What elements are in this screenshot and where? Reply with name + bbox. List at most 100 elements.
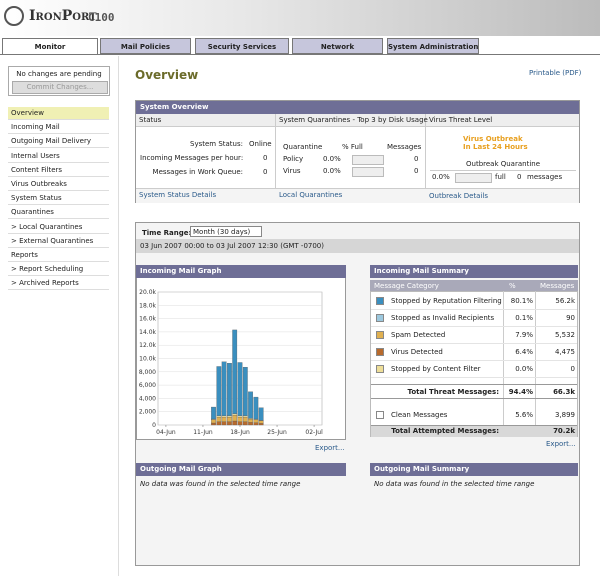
y-tick-label: 12.0k bbox=[139, 342, 156, 349]
nav-item[interactable]: > Report Scheduling bbox=[8, 263, 109, 277]
nav-item[interactable]: Reports bbox=[8, 249, 109, 262]
swatch bbox=[376, 365, 384, 373]
quarantine-name: Virus bbox=[283, 167, 301, 175]
x-tick-label: 02-Jul bbox=[305, 429, 323, 436]
panel-header: Outgoing Mail Graph bbox=[136, 463, 346, 476]
nav-item[interactable]: System Status bbox=[8, 192, 109, 206]
subheader-bg bbox=[136, 114, 579, 127]
messages: 90 bbox=[566, 314, 575, 322]
quarantine-count: 0 bbox=[414, 167, 419, 175]
bar-segment bbox=[216, 366, 222, 416]
percent: 6.4% bbox=[515, 348, 533, 356]
time-range-label: Time Range: bbox=[142, 229, 192, 237]
bar-segment bbox=[227, 416, 232, 422]
commit-button[interactable]: Commit Changes... bbox=[12, 81, 108, 94]
col-divider bbox=[535, 291, 536, 437]
y-tick-label: 4,000 bbox=[139, 395, 156, 402]
table-bg bbox=[370, 291, 578, 437]
column-header: % bbox=[509, 282, 516, 290]
tab[interactable]: Monitor bbox=[2, 38, 98, 54]
quarantine-count: 0 bbox=[414, 155, 419, 163]
quarantine-col: Messages bbox=[387, 143, 422, 151]
row-rule bbox=[371, 326, 577, 327]
nav-item[interactable]: Outgoing Mail Delivery bbox=[8, 135, 109, 149]
x-tick-label: 04-Jun bbox=[156, 429, 176, 436]
status-label: Messages in Work Queue: bbox=[152, 168, 243, 176]
bar-segment bbox=[253, 419, 259, 423]
nav-item[interactable]: Content Filters bbox=[8, 164, 109, 177]
swatch bbox=[376, 297, 384, 305]
nav-item[interactable]: > Local Quarantines bbox=[8, 221, 109, 234]
subheader: System Quarantines - Top 3 by Disk Usage bbox=[279, 116, 428, 124]
outbreak-rule bbox=[430, 170, 576, 171]
y-tick-label: 2,000 bbox=[139, 409, 156, 416]
panel-header: Outgoing Mail Summary bbox=[370, 463, 578, 476]
bar-segment bbox=[221, 415, 227, 418]
bar-segment bbox=[237, 415, 243, 418]
progress-bar bbox=[352, 155, 384, 165]
messages: 0 bbox=[570, 365, 575, 373]
messages: 66.3k bbox=[553, 388, 575, 396]
percent: 94.4% bbox=[508, 388, 533, 396]
nav-item[interactable]: Internal Users bbox=[8, 150, 109, 163]
bar-segment bbox=[227, 421, 232, 426]
status-label: System Status: bbox=[190, 140, 243, 148]
tab[interactable]: Network bbox=[292, 38, 383, 54]
swatch bbox=[376, 411, 384, 419]
messages: 70.2k bbox=[553, 427, 575, 435]
x-tick-label: 18-Jun bbox=[230, 429, 250, 436]
logo-icon bbox=[4, 6, 24, 26]
outbreak-pct: 0.0% bbox=[432, 173, 450, 181]
category: Stopped by Content Filter bbox=[391, 365, 481, 373]
bar-segment bbox=[248, 418, 253, 423]
nav-item[interactable]: > Archived Reports bbox=[8, 277, 109, 291]
nav-item[interactable]: > External Quarantines bbox=[8, 235, 109, 248]
bar-segment bbox=[258, 407, 264, 421]
status-value: 0 bbox=[263, 168, 268, 176]
bar-segment bbox=[232, 329, 238, 414]
row-rule bbox=[371, 343, 577, 344]
bar-segment bbox=[242, 416, 248, 422]
col-divider bbox=[275, 114, 276, 202]
printable-link[interactable]: Printable (PDF) bbox=[529, 69, 582, 77]
quarantine-pct: 0.0% bbox=[323, 167, 341, 175]
export-link[interactable]: Export... bbox=[546, 440, 576, 448]
y-tick-label: 8,000 bbox=[139, 369, 156, 376]
bar-segment bbox=[211, 422, 216, 426]
subheader: Status bbox=[139, 116, 162, 124]
percent: 7.9% bbox=[515, 331, 533, 339]
quarantine-pct: 0.0% bbox=[323, 155, 341, 163]
virus-alert: In Last 24 Hours bbox=[463, 143, 528, 151]
tab[interactable]: Security Services bbox=[195, 38, 289, 54]
bar-segment bbox=[253, 422, 259, 426]
status-label: Incoming Messages per hour: bbox=[140, 154, 244, 162]
time-range-select[interactable]: Month (30 days) bbox=[190, 226, 262, 237]
nav-item[interactable]: Overview bbox=[8, 107, 109, 120]
bar-segment bbox=[242, 421, 248, 426]
tab[interactable]: System Administration bbox=[387, 38, 479, 54]
panel-header: Incoming Mail Summary bbox=[370, 265, 578, 278]
nav-item[interactable]: Quarantines bbox=[8, 206, 109, 220]
export-link[interactable]: Export... bbox=[315, 444, 345, 452]
row-rule bbox=[371, 309, 577, 310]
outbreak-quarantine: Outbreak Quarantine bbox=[466, 160, 541, 168]
panel-header: Incoming Mail Graph bbox=[136, 265, 346, 278]
link[interactable]: Outbreak Details bbox=[429, 192, 489, 200]
bar-segment bbox=[216, 421, 222, 426]
outbreak-full: full bbox=[495, 173, 506, 181]
tab[interactable]: Mail Policies bbox=[100, 38, 191, 54]
link[interactable]: Local Quarantines bbox=[279, 191, 343, 199]
messages: 3,899 bbox=[554, 411, 575, 419]
percent: 5.6% bbox=[515, 411, 533, 419]
nav-item[interactable]: Virus Outbreaks bbox=[8, 178, 109, 191]
bar-segment bbox=[227, 415, 232, 418]
progress-bar bbox=[352, 167, 384, 177]
category: Spam Detected bbox=[391, 331, 446, 339]
bar-segment bbox=[248, 391, 253, 419]
nav-item[interactable]: Incoming Mail bbox=[8, 121, 109, 135]
quarantine-col: % Full bbox=[342, 143, 363, 151]
x-tick-label: 25-Jun bbox=[267, 429, 287, 436]
link[interactable]: System Status Details bbox=[139, 191, 217, 199]
outbreak-count: 0 bbox=[517, 173, 522, 181]
category: Total Attempted Messages: bbox=[391, 427, 499, 435]
